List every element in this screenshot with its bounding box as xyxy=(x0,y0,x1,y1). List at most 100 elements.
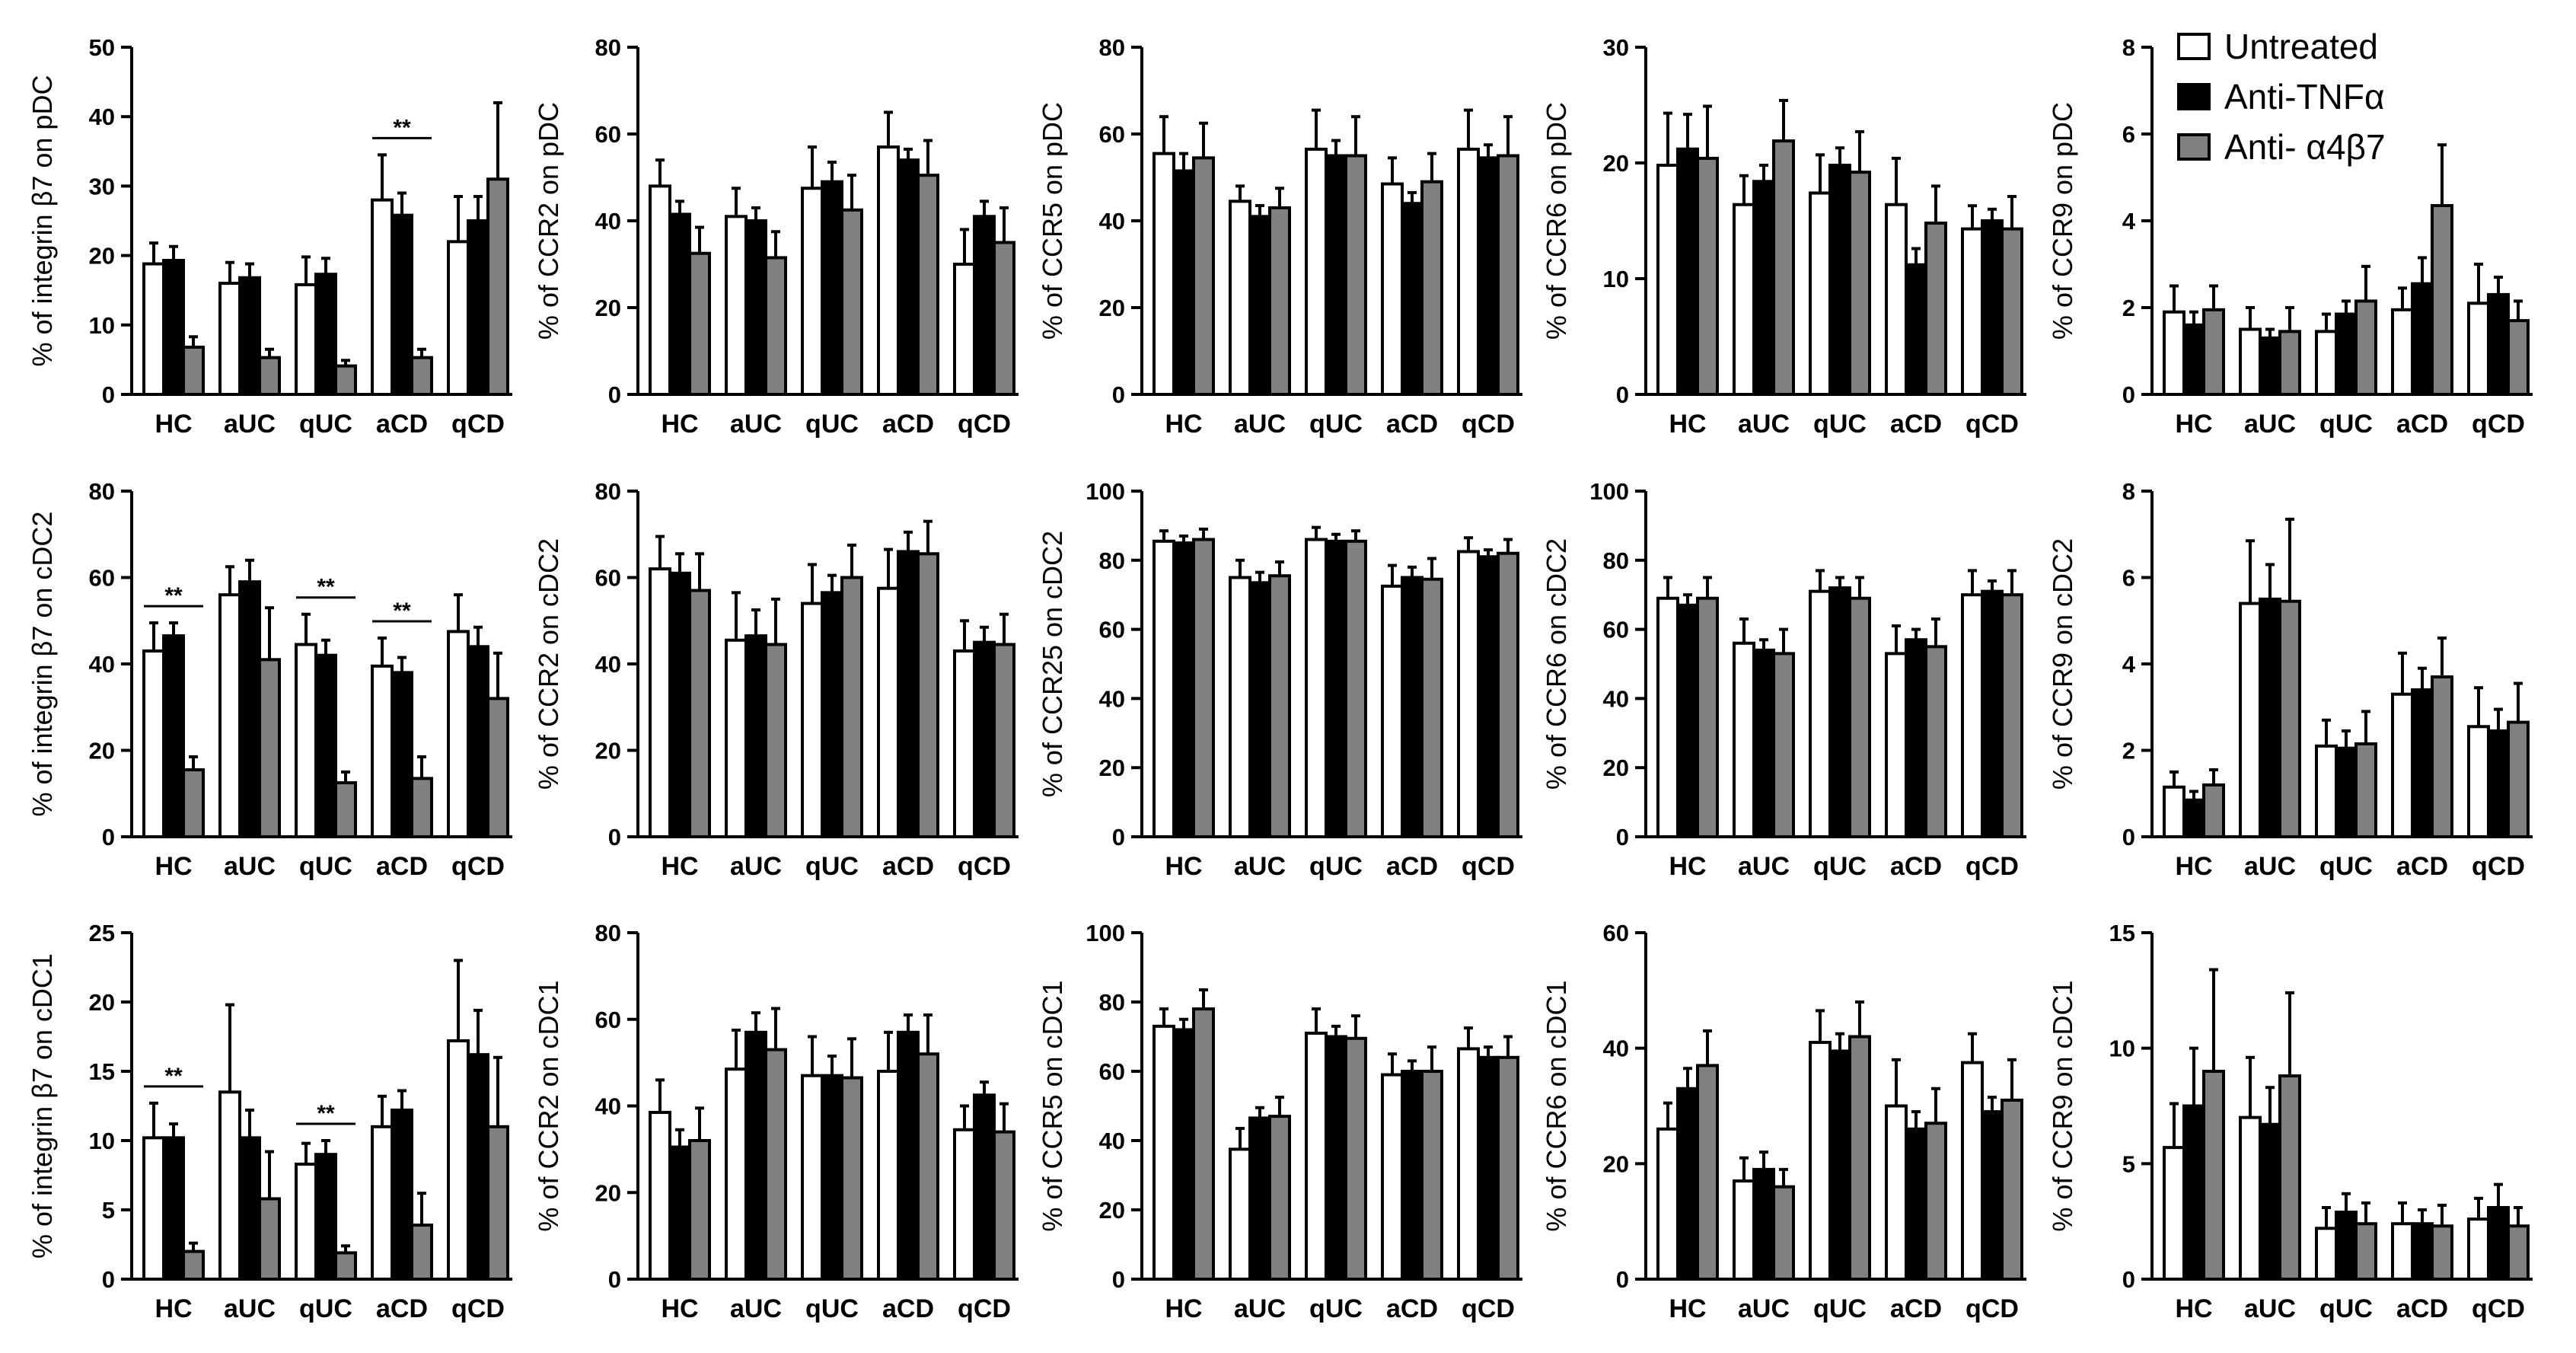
bar-Anti- α4β7 xyxy=(1420,577,1443,839)
x-tick-label: qCD xyxy=(1965,852,2019,881)
bar-Untreated xyxy=(295,282,317,396)
bar-Anti- α4β7 xyxy=(182,345,205,397)
y-axis-label: % of CCR9 on pDC xyxy=(2047,102,2078,340)
bar-Anti-TNFα xyxy=(1248,1116,1271,1281)
x-tick-label: aUC xyxy=(1738,852,1790,881)
bar-Anti-TNFα xyxy=(897,158,920,396)
x-tick-label: HC xyxy=(2175,1294,2212,1323)
x-tick-label: HC xyxy=(661,852,698,881)
bar-Untreated xyxy=(142,649,165,838)
bar-Untreated xyxy=(1229,199,1251,396)
legend-label-anti-a4b7: Anti- α4β7 xyxy=(2224,127,2386,167)
bar-Untreated xyxy=(2315,1227,2338,1281)
x-tick-label: qCD xyxy=(1462,1294,1515,1323)
y-tick-label: 60 xyxy=(595,121,621,148)
y-axis-label: % of CCR5 on cDC1 xyxy=(1037,980,1068,1231)
bar-Anti-TNFα xyxy=(2182,798,2205,838)
x-tick-label: HC xyxy=(1669,852,1706,881)
x-tick-label: qUC xyxy=(805,852,859,881)
y-tick-label: 4 xyxy=(2122,208,2136,235)
bar-Anti-TNFα xyxy=(391,1108,413,1281)
bar-Anti-TNFα xyxy=(238,580,261,838)
x-tick-label: qCD xyxy=(2472,410,2525,439)
x-tick-label: qCD xyxy=(1462,410,1515,439)
bar-Untreated xyxy=(2239,327,2262,396)
y-tick-label: 15 xyxy=(89,1058,115,1085)
bar-Anti- α4β7 xyxy=(688,589,711,839)
bar-Untreated xyxy=(953,649,976,838)
x-tick-label: aCD xyxy=(1386,1294,1438,1323)
bar-Untreated xyxy=(953,263,976,396)
bar-Anti-TNFα xyxy=(668,1145,691,1281)
bar-Anti-TNFα xyxy=(668,571,691,838)
bar-Untreated xyxy=(142,262,165,396)
bar-Untreated xyxy=(1809,191,1832,397)
bar-Anti- α4β7 xyxy=(410,356,433,396)
bar-Untreated xyxy=(1153,152,1175,396)
y-tick-label: 0 xyxy=(1112,1266,1125,1293)
y-tick-label: 50 xyxy=(89,34,115,61)
bar-Untreated xyxy=(1229,1147,1251,1281)
bar-Untreated xyxy=(1153,1024,1175,1281)
bar-Anti- α4β7 xyxy=(917,1052,939,1281)
x-tick-label: qCD xyxy=(2472,852,2525,881)
bar-Untreated xyxy=(2239,1115,2262,1281)
bar-Untreated xyxy=(1305,538,1328,838)
bar-Anti- α4β7 xyxy=(2202,308,2225,397)
bar-Anti- α4β7 xyxy=(2001,1098,2023,1281)
bar-Anti-TNFα xyxy=(821,180,843,396)
y-axis-label: % of CCR2 on cDC1 xyxy=(533,980,564,1231)
bar-Anti-TNFα xyxy=(1905,638,1927,838)
y-axis-label: % of integrin β7 on pDC xyxy=(27,75,58,367)
y-tick-label: 5 xyxy=(2122,1150,2135,1177)
y-tick-label: 60 xyxy=(595,1007,621,1033)
y-tick-label: 20 xyxy=(1603,150,1629,177)
bar-Anti- α4β7 xyxy=(917,174,939,396)
bar-Anti-TNFα xyxy=(1828,164,1851,396)
bar-Anti- α4β7 xyxy=(2431,204,2453,396)
chart-panel-4: 0 10 20 30 % of CCR6 on pDC HC aUC qUC aCD qCD xyxy=(1541,34,2026,439)
bar-Anti-TNFα xyxy=(1981,219,2004,396)
bar-Untreated xyxy=(1885,203,1908,396)
y-axis-label: % of CCR25 on cDC2 xyxy=(1037,531,1068,797)
bar-Anti-TNFα xyxy=(1477,156,1500,396)
significance-marker: ** xyxy=(164,583,183,608)
y-tick-label: 30 xyxy=(89,173,115,199)
y-tick-label: 80 xyxy=(595,478,621,505)
bar-Anti-TNFα xyxy=(1676,147,1699,396)
x-tick-label: qCD xyxy=(958,1294,1011,1323)
y-axis-label: % of CCR9 on cDC2 xyxy=(2047,538,2078,790)
bar-Untreated xyxy=(371,1125,394,1281)
y-tick-label: 20 xyxy=(1099,755,1125,781)
bar-Anti- α4β7 xyxy=(258,356,281,396)
y-tick-label: 10 xyxy=(2109,1035,2135,1062)
y-tick-label: 80 xyxy=(89,478,115,505)
chart-panel-8: 0 20 40 60 80 100 % of CCR25 on cDC2 HC aUC qUC aC… xyxy=(1037,478,1522,881)
bar-Anti- α4β7 xyxy=(1268,206,1291,396)
bar-Untreated xyxy=(1961,1061,1984,1281)
bar-Anti-TNFα xyxy=(467,645,489,838)
bar-Anti-TNFα xyxy=(744,219,767,396)
y-tick-label: 60 xyxy=(1603,920,1629,946)
y-tick-label: 80 xyxy=(595,34,621,61)
chart-panel-12: 0 20 40 60 80 % of CCR2 on cDC1 HC aUC qUC aCD qCD xyxy=(533,920,1019,1323)
bar-Untreated xyxy=(877,145,900,396)
chart-panel-3: 0 20 40 60 80 % of CCR5 on pDC HC aUC qUC aCD qCD xyxy=(1037,34,1522,439)
x-tick-label: aCD xyxy=(2396,410,2448,439)
bar-Untreated xyxy=(877,586,900,838)
x-tick-label: qUC xyxy=(2319,1294,2373,1323)
bar-Untreated xyxy=(1961,593,1984,838)
bar-Anti- α4β7 xyxy=(2354,299,2377,397)
bar-Untreated xyxy=(725,1067,748,1281)
x-tick-label: qUC xyxy=(805,1294,859,1323)
bar-Anti-TNFα xyxy=(2335,746,2358,838)
bar-Untreated xyxy=(2467,1217,2490,1281)
bar-Untreated xyxy=(1809,1041,1832,1281)
bar-Untreated xyxy=(649,567,671,839)
bar-Anti- α4β7 xyxy=(840,208,863,396)
bar-Anti-TNFα xyxy=(2335,312,2358,396)
bar-Anti- α4β7 xyxy=(840,576,863,838)
chart-panel-9: 0 20 40 60 80 100 % of CCR6 on cDC2 HC aUC qUC aCD… xyxy=(1541,478,2026,881)
bar-Anti-TNFα xyxy=(314,1153,337,1281)
legend-swatch-anti-a4b7 xyxy=(2177,133,2211,161)
